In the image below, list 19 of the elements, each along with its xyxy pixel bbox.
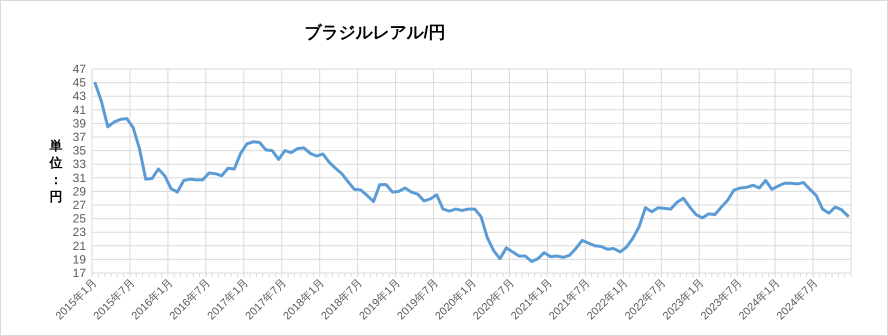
y-tick-label: 47 (72, 62, 86, 76)
line-series (94, 82, 850, 263)
y-tick-label: 21 (72, 238, 86, 253)
y-tick-label: 27 (72, 198, 86, 212)
y-tick-label: 33 (72, 157, 86, 172)
y-tick-label: 39 (72, 116, 86, 130)
y-tick-label: 41 (72, 102, 86, 117)
y-axis-title: 単位：円 (48, 138, 62, 204)
y-tick-label: 25 (72, 212, 86, 226)
chart-title: ブラジルレアル/円 (304, 23, 446, 42)
y-tick-label: 23 (72, 225, 86, 240)
y-tick-label: 43 (72, 89, 86, 104)
y-tick-label: 17 (72, 266, 86, 280)
y-tick-label: 35 (72, 144, 86, 158)
y-tick-label: 19 (72, 252, 86, 266)
y-tick-label: 31 (72, 170, 86, 185)
y-tick-label: 37 (72, 130, 86, 144)
y-tick-label: 45 (72, 76, 86, 90)
y-tick-label: 29 (72, 184, 86, 198)
